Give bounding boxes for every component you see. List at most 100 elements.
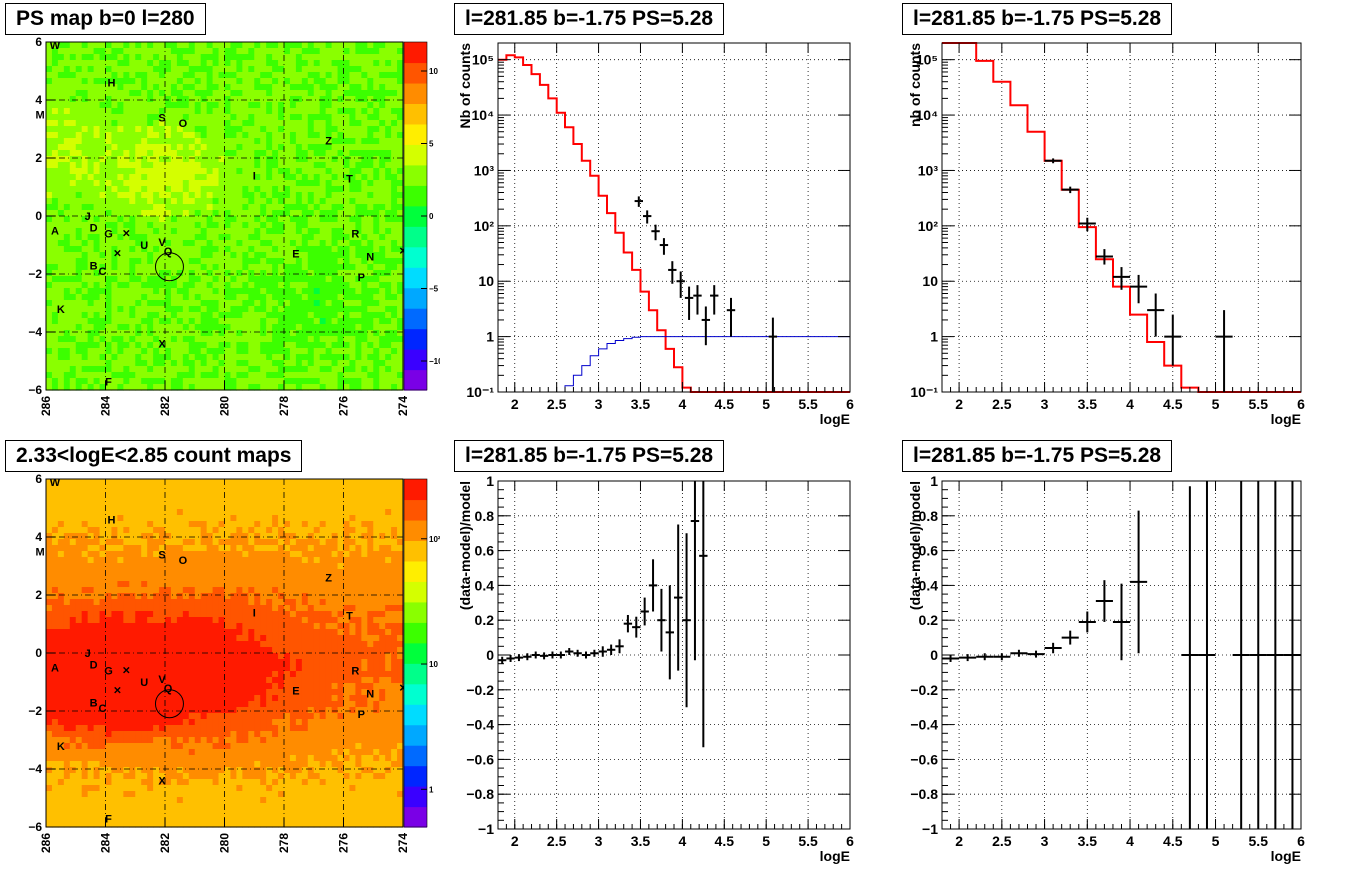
histogram-series-0 bbox=[942, 43, 1301, 392]
plot-frame bbox=[498, 43, 850, 392]
map-y-tick-label: −2 bbox=[28, 267, 42, 281]
map-y-tick-label: 0 bbox=[35, 209, 42, 223]
source-label-d: D bbox=[90, 223, 98, 235]
x-tick-label: 5 bbox=[1212, 396, 1220, 412]
x-axis-label: logE bbox=[1271, 411, 1301, 427]
y-axis-label: nb of counts bbox=[907, 43, 923, 127]
map-x-tick-label: 274 bbox=[396, 396, 410, 416]
y-tick-label: 0.2 bbox=[475, 612, 495, 628]
source-label-z: Z bbox=[325, 573, 332, 585]
source-label-e: E bbox=[292, 249, 299, 261]
colorbar-tick-label: 1 bbox=[429, 785, 434, 794]
source-label-a: A bbox=[51, 226, 59, 238]
y-tick-label: −0.2 bbox=[910, 682, 938, 698]
map-x-tick-label: 284 bbox=[99, 833, 113, 853]
colorbar-step bbox=[404, 622, 427, 643]
x-tick-label: 3 bbox=[1041, 833, 1049, 849]
colorbar-step bbox=[404, 144, 427, 165]
x-axis-label: logE bbox=[1271, 848, 1301, 864]
colorbar-tick-label: −5 bbox=[429, 285, 439, 294]
count-map-title: 2.33<logE<2.85 count maps bbox=[5, 440, 302, 472]
source-label-n: N bbox=[366, 689, 374, 701]
y-tick-label: 1 bbox=[486, 329, 494, 345]
y-tick-label: 0.6 bbox=[475, 543, 495, 559]
map-x-tick-label: 280 bbox=[218, 396, 232, 416]
x-tick-label: 3.5 bbox=[1078, 833, 1098, 849]
y-tick-label: 10⁻¹ bbox=[910, 384, 938, 400]
colorbar-step bbox=[404, 247, 427, 268]
source-label-d: D bbox=[90, 660, 98, 672]
plot-frame bbox=[942, 43, 1301, 392]
source-label-i: I bbox=[253, 170, 256, 182]
x-tick-label: 3 bbox=[595, 396, 603, 412]
y-tick-label: −1 bbox=[922, 821, 938, 837]
source-label-p: P bbox=[358, 272, 365, 284]
colorbar-step bbox=[404, 725, 427, 746]
colorbar-tick-label: −10 bbox=[429, 357, 440, 366]
y-tick-label: −0.6 bbox=[466, 751, 494, 767]
colorbar-step bbox=[404, 499, 427, 520]
y-tick-label: −1 bbox=[478, 821, 494, 837]
y-tick-label: −0.6 bbox=[910, 751, 938, 767]
x-tick-label: 2 bbox=[511, 396, 519, 412]
source-label-j: J bbox=[85, 211, 91, 223]
x-tick-label: 2 bbox=[955, 833, 963, 849]
map-y-tick-label: 4 bbox=[35, 93, 42, 107]
ps-map-title: PS map b=0 l=280 bbox=[5, 3, 206, 35]
y-tick-label: 10³ bbox=[474, 162, 495, 178]
source-label-e: E bbox=[292, 686, 299, 698]
map-y-tick-label: −2 bbox=[28, 704, 42, 718]
source-label-k: K bbox=[57, 741, 65, 753]
y-tick-label: 10 bbox=[478, 273, 494, 289]
colorbar-step bbox=[404, 520, 427, 541]
x-tick-label: 4.5 bbox=[715, 833, 735, 849]
x-axis-label: logE bbox=[820, 411, 850, 427]
histogram-series-0 bbox=[498, 55, 850, 392]
x-tick-label: 2 bbox=[955, 396, 963, 412]
colorbar-tick-label: 0 bbox=[429, 212, 434, 221]
spectrum-left-title: l=281.85 b=-1.75 PS=5.28 bbox=[454, 3, 724, 35]
source-label-m: M bbox=[35, 110, 44, 122]
colorbar-step bbox=[404, 663, 427, 684]
y-tick-label: 1 bbox=[930, 473, 938, 489]
colorbar-tick-label: 10 bbox=[429, 67, 438, 76]
map-y-tick-label: 2 bbox=[35, 151, 42, 165]
source-label-s: S bbox=[158, 112, 165, 124]
y-axis-label: (data-model)/model bbox=[907, 481, 923, 610]
colorbar-step bbox=[404, 370, 427, 391]
cross-marker: × bbox=[123, 225, 131, 240]
x-tick-label: 4 bbox=[1126, 833, 1134, 849]
x-tick-label: 2.5 bbox=[992, 833, 1012, 849]
source-label-j: J bbox=[85, 648, 91, 660]
colorbar-step bbox=[404, 185, 427, 206]
source-label-r: R bbox=[351, 665, 359, 677]
map-x-tick-label: 280 bbox=[218, 833, 232, 853]
y-tick-label: 1 bbox=[930, 329, 938, 345]
map-x-tick-label: 282 bbox=[158, 396, 172, 416]
x-tick-label: 4 bbox=[678, 833, 686, 849]
map-x-tick-label: 286 bbox=[39, 833, 53, 853]
colorbar-step bbox=[404, 83, 427, 104]
source-label-r: R bbox=[351, 228, 359, 240]
source-label-c: C bbox=[99, 266, 107, 278]
x-tick-label: 6 bbox=[846, 396, 854, 412]
y-tick-label: 1 bbox=[486, 473, 494, 489]
residual-left-title: l=281.85 b=-1.75 PS=5.28 bbox=[454, 440, 724, 472]
cross-marker: × bbox=[114, 246, 122, 261]
colorbar-step bbox=[404, 807, 427, 828]
colorbar-step bbox=[404, 602, 427, 623]
source-label-p: P bbox=[358, 709, 365, 721]
y-tick-label: 0 bbox=[486, 647, 494, 663]
source-label-a: A bbox=[51, 663, 59, 675]
source-label-t: T bbox=[346, 173, 353, 185]
source-label-u: U bbox=[140, 677, 148, 689]
source-label-x: X bbox=[158, 776, 166, 788]
x-tick-label: 6 bbox=[846, 833, 854, 849]
source-label-b: B bbox=[90, 260, 98, 272]
y-tick-label: 0.4 bbox=[475, 577, 495, 593]
